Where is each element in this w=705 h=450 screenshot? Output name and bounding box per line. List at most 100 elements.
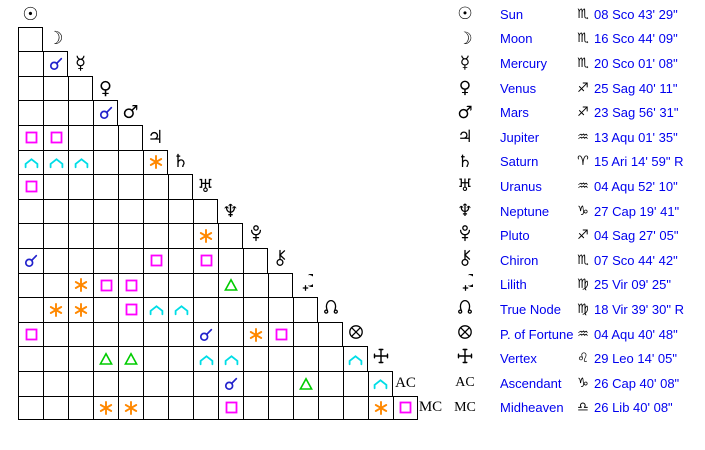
venus-icon: ♀ bbox=[458, 78, 472, 99]
grid-chiron-glyph bbox=[268, 248, 293, 273]
table-sun-glyph: ☉ bbox=[452, 2, 478, 27]
grid-mercury-glyph: ☿ bbox=[68, 51, 93, 76]
aspect-cell-midheaven-venus bbox=[93, 395, 118, 421]
aspect-cell-lilith-jupiter bbox=[143, 272, 168, 298]
square-icon bbox=[25, 131, 38, 144]
aspect-cell-p_of_fortune-moon bbox=[43, 321, 68, 347]
aspect-cell-ascendant-true_node bbox=[318, 371, 343, 396]
grid-midheaven-glyph: MC bbox=[418, 396, 443, 421]
square-icon bbox=[200, 254, 213, 267]
grid-uranus-glyph: ♅ bbox=[193, 174, 218, 199]
aspect-cell-vertex-mars bbox=[118, 346, 143, 371]
aspect-cell-vertex-venus bbox=[93, 346, 118, 371]
aspect-cell-saturn-venus bbox=[93, 149, 118, 175]
aspect-cell-p_of_fortune-mars bbox=[118, 321, 143, 347]
table-midheaven-position: 26 Lib 40' 08" bbox=[594, 400, 673, 416]
table-sun-position: 08 Sco 43' 29" bbox=[594, 6, 678, 22]
aspect-cell-jupiter-sun bbox=[18, 125, 43, 150]
table-chiron-glyph bbox=[452, 248, 478, 273]
aspect-cell-p_of_fortune-true_node bbox=[318, 321, 343, 347]
aspect-cell-ascendant-mercury bbox=[68, 371, 93, 396]
square-icon bbox=[25, 180, 38, 193]
conjunction-icon bbox=[199, 328, 213, 342]
aspect-cell-p_of_fortune-sun bbox=[18, 321, 43, 347]
square-icon bbox=[50, 131, 63, 144]
aspect-cell-neptune-venus bbox=[93, 198, 118, 224]
aspect-cell-true_node-jupiter bbox=[143, 297, 168, 322]
table-neptune-name: Neptune bbox=[500, 203, 550, 219]
quincunx-icon bbox=[49, 156, 64, 169]
table-mars-name: Mars bbox=[500, 105, 529, 121]
aspect-cell-saturn-sun bbox=[18, 149, 43, 175]
aspect-cell-true_node-venus bbox=[93, 297, 118, 322]
aspect-cell-vertex-saturn bbox=[168, 346, 193, 371]
grid-lilith-glyph bbox=[293, 273, 319, 298]
aspect-cell-pluto-mercury bbox=[68, 223, 93, 248]
aspect-cell-vertex-p_of_fortune bbox=[343, 346, 368, 371]
table-saturn-name: Saturn bbox=[500, 154, 539, 170]
table-mars-glyph: ♂ bbox=[452, 100, 478, 125]
table-midheaven-glyph: MC bbox=[452, 396, 478, 421]
aspect-cell-pluto-saturn bbox=[168, 223, 193, 248]
table-venus-sign-icon: ♐ bbox=[577, 80, 589, 96]
aspect-cell-chiron-moon bbox=[43, 248, 68, 273]
square-icon bbox=[150, 254, 163, 267]
mars-icon: ♂ bbox=[457, 102, 473, 123]
aspect-cell-midheaven-p_of_fortune bbox=[343, 395, 368, 421]
aspect-cell-p_of_fortune-mercury bbox=[68, 321, 93, 347]
true-node-icon bbox=[323, 299, 339, 320]
aspect-cell-ascendant-pluto bbox=[243, 371, 268, 396]
quincunx-icon bbox=[74, 156, 89, 169]
aspect-cell-vertex-neptune bbox=[218, 346, 243, 371]
aspect-cell-vertex-pluto bbox=[243, 346, 268, 371]
quincunx-icon bbox=[224, 353, 239, 366]
aspect-cell-venus-mercury bbox=[68, 75, 93, 101]
ascendant-label: AC bbox=[455, 375, 475, 391]
table-moon-sign-icon: ♏ bbox=[577, 31, 589, 47]
aspect-cell-mars-moon bbox=[43, 100, 68, 125]
aspect-cell-pluto-sun bbox=[18, 223, 43, 248]
aspect-cell-midheaven-true_node bbox=[318, 395, 343, 421]
table-sun-name: Sun bbox=[500, 6, 524, 22]
table-saturn-position: 15 Ari 14' 59" R bbox=[594, 154, 684, 170]
mars-icon: ♂ bbox=[122, 102, 139, 124]
sextile-icon bbox=[374, 400, 388, 415]
aspect-cell-jupiter-mars bbox=[118, 125, 143, 150]
conjunction-icon bbox=[99, 106, 113, 120]
aspect-cell-mars-mercury bbox=[68, 100, 93, 125]
aspect-cell-vertex-moon bbox=[43, 346, 68, 371]
jupiter-icon: ♃ bbox=[147, 126, 164, 148]
aspect-cell-true_node-saturn bbox=[168, 297, 193, 322]
table-p_of_fortune-sign-icon: ♒ bbox=[577, 326, 589, 342]
aspect-cell-mars-sun bbox=[18, 100, 43, 125]
table-pluto-sign-icon: ♐ bbox=[577, 228, 589, 244]
aspect-cell-p_of_fortune-saturn bbox=[168, 321, 193, 347]
table-uranus-position: 04 Aqu 52' 10" bbox=[594, 178, 678, 194]
table-lilith-sign-icon: ♍ bbox=[577, 277, 589, 293]
aspect-cell-lilith-pluto bbox=[243, 272, 268, 298]
grid-mars-glyph: ♂ bbox=[118, 100, 143, 125]
aspect-cell-vertex-uranus bbox=[193, 346, 218, 371]
table-mars-sign-icon: ♐ bbox=[577, 105, 589, 121]
part-of-fortune-icon bbox=[348, 324, 364, 345]
aspect-cell-ascendant-p_of_fortune bbox=[343, 371, 368, 396]
table-vertex-name: Vertex bbox=[500, 351, 537, 367]
aspect-cell-uranus-venus bbox=[93, 174, 118, 199]
aspect-cell-vertex-jupiter bbox=[143, 346, 168, 371]
table-true_node-glyph bbox=[452, 297, 478, 322]
aspect-cell-ascendant-venus bbox=[93, 371, 118, 396]
grid-ascendant-glyph: AC bbox=[393, 371, 418, 396]
aspect-cell-uranus-sun bbox=[18, 174, 43, 199]
true-node-icon bbox=[457, 299, 473, 320]
vertex-icon bbox=[373, 348, 389, 369]
aspect-cell-midheaven-pluto bbox=[243, 395, 268, 421]
table-venus-position: 25 Sag 40' 11" bbox=[594, 80, 678, 96]
saturn-icon: ♄ bbox=[457, 151, 473, 172]
aspect-cell-true_node-lilith bbox=[293, 297, 318, 322]
table-true_node-sign-icon: ♍ bbox=[577, 301, 589, 317]
aspect-cell-neptune-jupiter bbox=[143, 198, 168, 224]
square-icon bbox=[225, 401, 238, 414]
quincunx-icon bbox=[373, 377, 388, 390]
